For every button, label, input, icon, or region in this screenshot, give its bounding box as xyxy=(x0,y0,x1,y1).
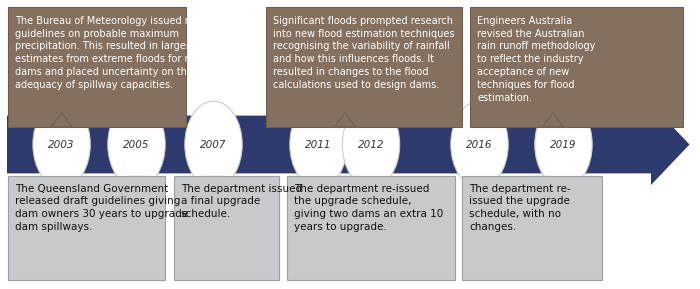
FancyBboxPatch shape xyxy=(8,176,164,280)
Polygon shape xyxy=(7,104,690,185)
FancyBboxPatch shape xyxy=(8,7,186,127)
Ellipse shape xyxy=(290,101,347,188)
Text: 2005: 2005 xyxy=(123,140,150,149)
Polygon shape xyxy=(51,113,72,127)
Ellipse shape xyxy=(33,101,90,188)
Text: 2016: 2016 xyxy=(466,140,493,149)
FancyBboxPatch shape xyxy=(174,176,279,280)
Text: Engineers Australia
revised the Australian
rain runoff methodology
to reflect th: Engineers Australia revised the Australi… xyxy=(477,16,596,103)
FancyBboxPatch shape xyxy=(287,176,455,280)
Ellipse shape xyxy=(535,101,592,188)
Ellipse shape xyxy=(185,101,242,188)
Text: The Bureau of Meteorology issued new
guidelines on probable maximum
precipitatio: The Bureau of Meteorology issued new gui… xyxy=(15,16,223,90)
Text: 2003: 2003 xyxy=(48,140,75,149)
Text: The department re-
issued the upgrade
schedule, with no
changes.: The department re- issued the upgrade sc… xyxy=(469,184,570,232)
Ellipse shape xyxy=(451,101,508,188)
Text: 2007: 2007 xyxy=(200,140,227,149)
Text: The Queensland Government
released draft guidelines giving
dam owners 30 years t: The Queensland Government released draft… xyxy=(15,184,188,232)
Ellipse shape xyxy=(108,101,165,188)
Text: 2019: 2019 xyxy=(550,140,577,149)
Polygon shape xyxy=(335,113,356,127)
FancyBboxPatch shape xyxy=(462,176,602,280)
Text: The department re-issued
the upgrade schedule,
giving two dams an extra 10
years: The department re-issued the upgrade sch… xyxy=(294,184,443,232)
Ellipse shape xyxy=(342,101,400,188)
Text: 2011: 2011 xyxy=(305,140,332,149)
Polygon shape xyxy=(542,113,564,127)
FancyBboxPatch shape xyxy=(266,7,462,127)
Text: Significant floods prompted research
into new flood estimation techniques
recogn: Significant floods prompted research int… xyxy=(273,16,454,90)
Text: 2012: 2012 xyxy=(358,140,384,149)
Text: The department issued
a final upgrade
schedule.: The department issued a final upgrade sc… xyxy=(181,184,302,219)
FancyBboxPatch shape xyxy=(470,7,682,127)
